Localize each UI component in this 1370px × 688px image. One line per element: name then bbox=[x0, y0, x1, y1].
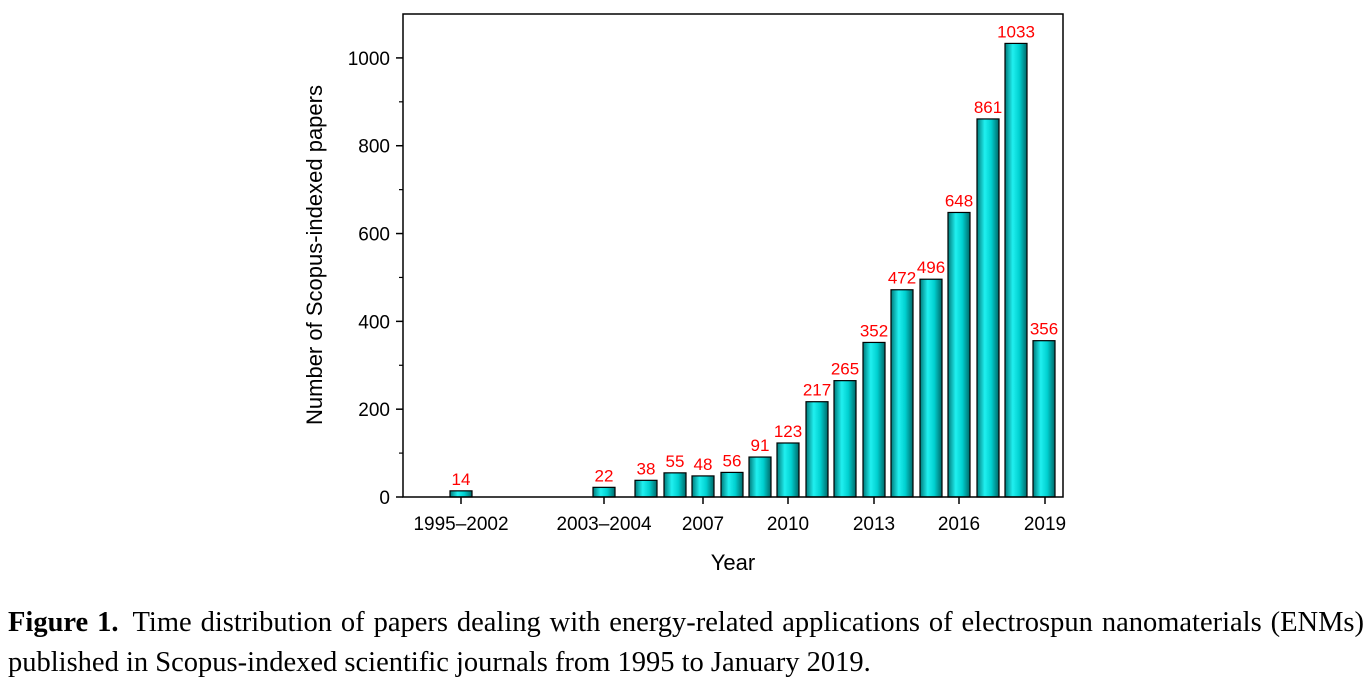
bar-6 bbox=[748, 456, 772, 498]
bar-0 bbox=[449, 490, 473, 498]
bar-9 bbox=[833, 380, 857, 498]
caption-label: Figure 1. bbox=[8, 607, 119, 638]
bar-1 bbox=[592, 486, 616, 498]
x-tick-label-6: 2019 bbox=[1024, 514, 1066, 535]
data-label-16: 356 bbox=[1030, 320, 1058, 339]
y-tick-label-0: 0 bbox=[379, 488, 390, 509]
y-tick-label-5: 1000 bbox=[348, 49, 390, 70]
bar-7 bbox=[776, 442, 800, 498]
x-tick-label-5: 2016 bbox=[938, 514, 980, 535]
y-axis-title: Number of Scopus-indexed papers bbox=[302, 85, 327, 425]
bar-4 bbox=[691, 475, 715, 498]
x-axis: 1995–2002 2003–2004 2007 2010 2013 2016 2019 bbox=[413, 497, 1066, 535]
y-tick-label-2: 400 bbox=[358, 312, 390, 333]
x-tick-label-0: 1995–2002 bbox=[413, 514, 508, 535]
data-label-10: 352 bbox=[860, 321, 888, 340]
x-tick-label-3: 2010 bbox=[767, 514, 809, 535]
data-label-13: 648 bbox=[945, 191, 973, 210]
bar-8 bbox=[805, 401, 829, 498]
data-label-15: 1033 bbox=[997, 22, 1035, 41]
data-label-0: 14 bbox=[452, 470, 471, 489]
data-label-7: 123 bbox=[774, 422, 802, 441]
data-label-8: 217 bbox=[803, 381, 831, 400]
y-tick-label-4: 800 bbox=[358, 137, 390, 158]
data-label-2: 38 bbox=[637, 459, 656, 478]
data-label-6: 91 bbox=[751, 436, 770, 455]
data-label-9: 265 bbox=[831, 360, 859, 379]
bar-11 bbox=[890, 289, 914, 498]
bar-3 bbox=[663, 472, 687, 498]
figure-caption: Figure 1. Time distribution of papers dea… bbox=[8, 603, 1364, 683]
bars-group bbox=[449, 42, 1056, 498]
bar-13 bbox=[947, 211, 971, 498]
plot-frame bbox=[402, 13, 1064, 498]
x-axis-title: Year bbox=[711, 550, 755, 575]
data-label-3: 55 bbox=[666, 452, 685, 471]
y-tick-label-1: 200 bbox=[358, 400, 390, 421]
bar-12 bbox=[919, 278, 943, 498]
y-axis: 0 200 400 600 800 1000 bbox=[348, 49, 403, 509]
data-label-14: 861 bbox=[974, 98, 1002, 117]
caption-text: Time distribution of papers dealing with… bbox=[8, 607, 1364, 678]
bar-16 bbox=[1032, 340, 1056, 498]
bar-2 bbox=[634, 479, 658, 498]
x-tick-label-2: 2007 bbox=[682, 514, 724, 535]
data-label-11: 472 bbox=[888, 269, 916, 288]
bar-10 bbox=[862, 341, 886, 498]
data-label-1: 22 bbox=[595, 466, 614, 485]
bar-5 bbox=[720, 471, 744, 498]
data-label-12: 496 bbox=[917, 258, 945, 277]
bar-14 bbox=[976, 118, 1000, 498]
data-label-5: 56 bbox=[723, 451, 742, 470]
data-label-4: 48 bbox=[694, 455, 713, 474]
bar-15 bbox=[1004, 42, 1028, 498]
x-tick-label-1: 2003–2004 bbox=[556, 514, 652, 535]
x-tick-label-4: 2013 bbox=[853, 514, 895, 535]
y-tick-label-3: 600 bbox=[358, 225, 390, 246]
